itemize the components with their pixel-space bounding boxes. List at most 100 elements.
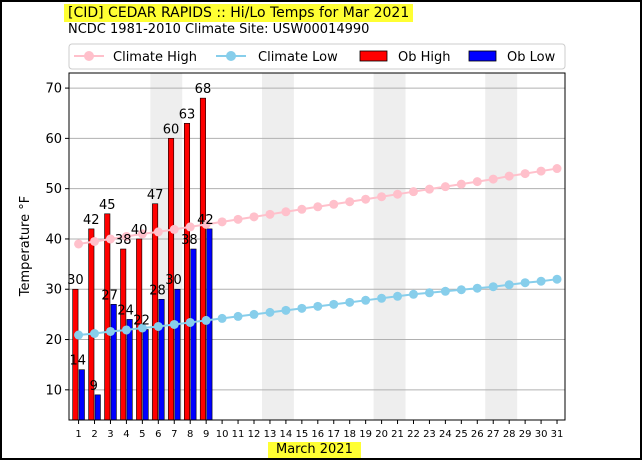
legend-climate-low-label: Climate Low [258, 50, 338, 65]
climate-low-point-day-28 [504, 280, 514, 290]
x-tick-label-20: 20 [375, 429, 388, 440]
legend-ob-low-label: Ob Low [507, 50, 556, 65]
x-tick-label-10: 10 [216, 429, 229, 440]
climate-high-point-day-1 [74, 239, 84, 249]
climate-high-point-day-18 [345, 197, 355, 207]
climate-low-point-day-30 [536, 276, 546, 286]
bar-ob-low-day-8 [190, 248, 197, 421]
x-axis-label: March 2021 [268, 442, 361, 458]
shade-day-13-14 [261, 73, 294, 420]
climate-high-point-day-27 [488, 174, 498, 184]
label-ob-high-day-7: 60 [163, 122, 180, 137]
x-tick-label-23: 23 [423, 429, 436, 440]
shade-day-27-28 [485, 73, 518, 420]
climate-high-point-day-11 [233, 214, 243, 224]
climate-high-point-day-26 [472, 177, 482, 187]
climate-low-point-day-17 [329, 299, 339, 309]
plot-border [68, 72, 566, 421]
bar-ob-low-day-7 [174, 288, 181, 421]
bar-ob-high-day-3 [104, 213, 111, 421]
y-axis: 10 20 30 40 50 60 70 [45, 82, 69, 398]
label-ob-low-day-6: 28 [149, 283, 166, 298]
x-tick-label-29: 29 [519, 429, 532, 440]
climate-high-point-day-29 [520, 169, 530, 179]
climate-high-point-day-31 [552, 164, 562, 174]
climate-low-point-day-3 [105, 326, 115, 336]
label-ob-high-day-1: 30 [67, 273, 84, 288]
climate-high-point-day-17 [329, 199, 339, 209]
climate-low-point-day-13 [265, 307, 275, 317]
legend-ob-high-swatch [359, 50, 388, 62]
x-tick-label-21: 21 [391, 429, 404, 440]
climate-high-point-day-8 [185, 222, 195, 232]
x-tick-label-3: 3 [107, 429, 113, 440]
climate-high-point-day-20 [377, 192, 387, 202]
climate-high-point-day-21 [393, 189, 403, 199]
legend-box [68, 43, 566, 70]
climate-high-point-day-16 [313, 202, 323, 212]
climate-high-point-day-23 [424, 184, 434, 194]
legend-climate-high-label: Climate High [113, 50, 197, 65]
x-axis: 1 2 3 4 5 6 7 8 9 10 11 12 13 14 15 16 17 18 19 20 21 22 23 24 2… [75, 420, 563, 440]
climate-high-point-day-7 [169, 224, 179, 234]
climate-low-point-day-1 [74, 330, 84, 340]
x-tick-label-31: 31 [551, 429, 564, 440]
x-tick-label-19: 19 [359, 429, 372, 440]
y-tick-label-20: 20 [45, 333, 62, 348]
climate-low-point-day-29 [520, 278, 530, 288]
climate-high-point-day-5 [137, 229, 147, 239]
legend-climate-high-marker [84, 51, 94, 61]
x-tick-label-2: 2 [91, 429, 97, 440]
x-tick-label-8: 8 [187, 429, 193, 440]
climate-low-point-day-16 [313, 301, 323, 311]
climate-high-point-day-10 [217, 217, 227, 227]
chart-subtitle: NCDC 1981-2010 Climate Site: USW00014990 [68, 22, 370, 37]
climate-low-point-day-24 [440, 286, 450, 296]
label-ob-high-day-9: 68 [195, 82, 212, 97]
x-tick-label-6: 6 [155, 429, 161, 440]
x-tick-label-24: 24 [439, 429, 452, 440]
bar-ob-low-day-2 [94, 394, 101, 421]
climate-low-point-day-6 [153, 321, 163, 331]
x-tick-label-14: 14 [280, 429, 293, 440]
x-tick-label-16: 16 [311, 429, 324, 440]
climate-high-point-day-12 [249, 212, 259, 222]
x-tick-label-13: 13 [264, 429, 277, 440]
shade-day-20-21 [373, 73, 406, 420]
label-ob-low-day-9: 42 [197, 213, 214, 228]
bar-ob-high-day-8 [183, 122, 191, 421]
label-ob-low-day-5: 22 [133, 313, 150, 328]
climate-lines [74, 164, 562, 340]
label-ob-low-day-8: 38 [181, 233, 198, 248]
climate-low-point-day-11 [233, 311, 243, 321]
climate-low-point-day-18 [345, 297, 355, 307]
x-tick-label-22: 22 [407, 429, 420, 440]
label-ob-high-day-3: 45 [99, 198, 116, 213]
legend-climate-low-marker [226, 51, 236, 61]
climate-low-point-day-25 [456, 285, 466, 295]
x-tick-label-5: 5 [139, 429, 145, 440]
bar-ob-low-day-6 [158, 299, 165, 421]
y-tick-label-30: 30 [45, 283, 62, 298]
climate-high-point-day-9 [201, 219, 211, 229]
climate-low-point-day-2 [90, 329, 100, 339]
label-ob-low-day-4: 24 [117, 303, 134, 318]
climate-low-point-day-26 [472, 283, 482, 293]
x-tick-label-17: 17 [327, 429, 340, 440]
bar-ob-high-day-9 [199, 97, 206, 421]
climate-low-point-day-4 [121, 325, 131, 335]
climate-high-point-day-14 [281, 207, 291, 217]
climate-low-point-day-8 [185, 317, 195, 327]
climate-low-point-day-27 [488, 282, 498, 292]
climate-low-point-day-20 [377, 293, 387, 303]
climate-high-point-day-19 [361, 194, 371, 204]
x-tick-label-27: 27 [487, 429, 500, 440]
y-gridlines [69, 87, 565, 391]
climate-low-point-day-15 [297, 303, 307, 313]
legend: Climate High Climate Low Ob High Ob Low [68, 43, 566, 70]
bar-ob-low-day-5 [142, 329, 149, 421]
climate-high-point-day-28 [504, 171, 514, 181]
climate-low-point-day-7 [169, 319, 179, 329]
